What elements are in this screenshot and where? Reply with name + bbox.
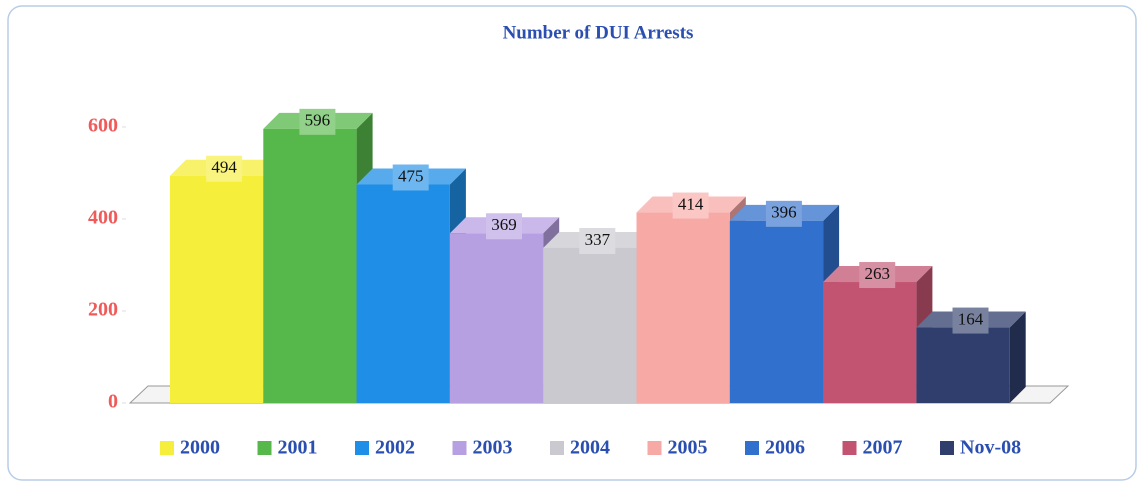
value-label: 164 (958, 309, 984, 328)
value-label-box (299, 108, 336, 135)
legend-swatch (160, 441, 174, 455)
value-label: 596 (305, 111, 331, 130)
value-label-box (952, 307, 989, 334)
legend-label: 2000 (180, 437, 220, 459)
legend-label: 2006 (765, 437, 805, 459)
value-label: 396 (771, 203, 797, 222)
legend-label: Nov-08 (960, 437, 1021, 459)
legend-swatch (940, 441, 954, 455)
y-tick-label: 200 (88, 299, 118, 321)
bar (916, 327, 1010, 403)
value-label: 337 (585, 230, 611, 249)
bar (729, 220, 824, 403)
legend-swatch (257, 441, 272, 455)
legend-label: 2001 (278, 437, 318, 459)
value-label: 263 (864, 264, 890, 283)
value-label-box (859, 262, 896, 289)
value-label-box (765, 200, 802, 227)
legend-label: 2005 (668, 437, 708, 459)
bar (170, 175, 264, 403)
legend-swatch (355, 441, 369, 455)
value-label-box (206, 155, 243, 182)
legend-swatch (842, 441, 857, 455)
legend-swatch (647, 441, 662, 455)
value-label-box (672, 192, 709, 219)
chart-title: Number of DUI Arrests (503, 22, 694, 43)
value-label: 369 (491, 215, 517, 234)
value-label-box (392, 164, 429, 191)
legend-swatch (452, 441, 467, 455)
legend-swatch (550, 441, 564, 455)
legend-label: 2003 (473, 437, 513, 459)
bar (823, 282, 917, 403)
value-label: 494 (211, 158, 237, 177)
bar (263, 128, 357, 403)
y-tick-label: 400 (88, 207, 118, 229)
value-label: 414 (678, 194, 704, 213)
legend-label: 2004 (570, 437, 610, 459)
bar (356, 184, 450, 403)
bar (636, 212, 730, 403)
bar (543, 247, 637, 403)
legend-label: 2007 (863, 437, 903, 459)
y-tick-label: 0 (108, 391, 118, 413)
value-label-box (486, 213, 523, 240)
bar (449, 233, 544, 403)
y-tick-label: 600 (88, 115, 118, 137)
value-label: 475 (398, 166, 424, 185)
bar-side (1009, 311, 1026, 403)
legend-swatch (745, 441, 759, 455)
legend-label: 2002 (375, 437, 415, 459)
value-label-box (579, 227, 616, 254)
